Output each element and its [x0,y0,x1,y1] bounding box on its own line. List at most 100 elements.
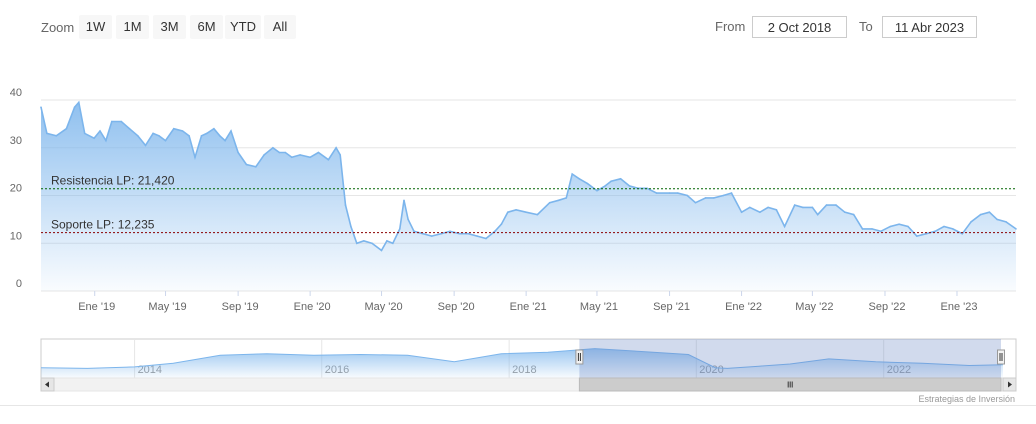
data-point [861,228,864,230]
data-point [835,204,837,206]
data-point [536,213,539,216]
navigator-left-handle[interactable] [575,349,584,365]
series-line [40,100,1017,252]
data-point [704,197,707,199]
data-point [206,132,208,135]
data-point [668,192,671,194]
data-point [889,225,892,228]
data-point [386,240,388,242]
to-label: To [859,19,873,34]
data-point [403,199,405,202]
plot-lines: Resistencia LP: 21,420 Soporte LP: 12,235 [41,174,1016,234]
data-point [655,192,658,194]
data-point [440,232,443,235]
data-point [83,132,86,135]
x-tick-label: Sep '22 [868,301,905,313]
data-point [392,242,394,245]
data-point [120,120,123,123]
data-point [943,225,945,228]
data-point [255,166,257,168]
data-point [767,206,769,209]
data-point [219,135,221,137]
series-layer [40,100,1017,292]
x-tick-label: Ene '19 [78,301,115,313]
data-point [299,154,301,156]
navigator[interactable]: 20142016201820202022 [40,338,1017,379]
navigator-line [40,348,1003,369]
data-point [775,209,778,211]
data-point [677,192,679,194]
data-point [449,230,451,233]
x-tick-label: May '19 [148,301,186,313]
data-point [55,135,58,137]
data-point [335,147,337,149]
data-point [571,173,573,175]
data-point [548,201,551,204]
to-date-input[interactable]: 11 Abr 2023 [882,16,977,38]
from-date-input[interactable]: 2 Oct 2018 [752,16,847,38]
data-point [230,130,232,132]
data-point [356,242,358,245]
y-axis: 0 10 20 30 40 [10,87,22,290]
y-tick-label: 0 [16,278,22,290]
data-point [128,127,131,130]
chevron-left-icon [45,381,49,388]
support-label: Soporte LP: 12,235 [51,218,155,232]
data-point [317,151,320,154]
data-point [380,249,383,252]
data-point [291,156,293,159]
navigator-selection [579,339,1001,378]
data-point [816,213,819,216]
data-point [272,147,274,149]
data-point [309,156,311,159]
data-point [327,158,330,161]
zoom-ytd-button[interactable]: YTD [225,15,261,39]
x-tick-label: Sep '20 [438,301,475,313]
zoom-6m-button[interactable]: 6M [190,15,223,39]
data-point [188,135,190,137]
x-tick-label: Sep '19 [222,301,259,313]
scrollbar[interactable] [40,377,1017,392]
data-point [422,232,424,235]
data-point [350,225,352,228]
data-point [78,101,80,104]
navigator-right-handle[interactable] [997,349,1005,365]
data-point [578,178,581,180]
data-point [793,204,796,206]
data-point [686,194,689,197]
data-point [476,235,479,237]
data-point [811,206,814,209]
data-point [213,127,215,130]
data-point [783,225,786,228]
data-point [344,204,347,206]
data-point [237,151,239,154]
data-point [245,163,248,166]
data-point [610,180,612,182]
data-point [934,230,936,233]
y-tick-label: 40 [10,87,22,99]
y-tick-label: 20 [10,183,22,195]
data-point [713,197,715,199]
zoom-label: Zoom [41,20,75,35]
zoom-all-button[interactable]: All [264,15,296,39]
data-point [749,206,751,209]
series-area [41,102,1016,292]
data-point [413,230,415,233]
range-selector: Zoom 1W 1M 3M 6M YTD All From 2 Oct 2018… [0,0,1036,52]
data-point [339,154,342,156]
data-point [407,218,409,221]
data-point [467,232,470,235]
zoom-1m-button[interactable]: 1M [116,15,149,39]
y-tick-label: 10 [10,230,22,242]
data-point [99,130,101,132]
data-point [494,230,496,233]
zoom-1w-button[interactable]: 1W [79,15,112,39]
data-point [65,127,68,130]
data-point [105,139,107,142]
zoom-3m-button[interactable]: 3M [153,15,186,39]
data-point [565,197,568,199]
data-point [284,151,287,154]
data-point [144,144,147,147]
data-point [278,151,281,154]
